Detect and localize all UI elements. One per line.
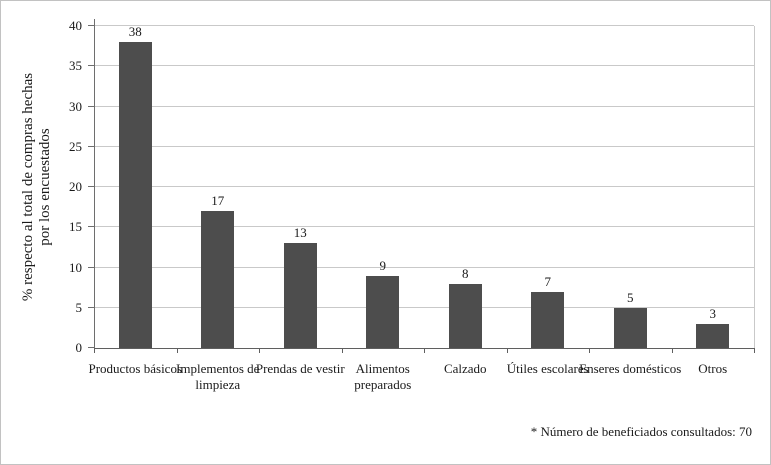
y-tick-mark bbox=[88, 105, 94, 107]
bar bbox=[366, 275, 400, 348]
y-tick-mark bbox=[88, 65, 94, 67]
gridline bbox=[94, 105, 754, 107]
y-tick-label: 15 bbox=[69, 219, 82, 235]
bar-value-label: 5 bbox=[627, 289, 634, 305]
y-tick-mark bbox=[88, 186, 94, 187]
gridline bbox=[94, 25, 754, 26]
bar bbox=[283, 243, 317, 348]
y-tick-label: 20 bbox=[69, 179, 82, 194]
y-tick-label: 30 bbox=[69, 98, 82, 114]
gridline bbox=[94, 226, 754, 228]
bar-value-label: 7 bbox=[544, 273, 552, 289]
bar bbox=[118, 42, 152, 348]
x-tick-mark bbox=[589, 348, 590, 353]
y-tick-label: 25 bbox=[69, 138, 82, 154]
x-tick-mark bbox=[506, 348, 508, 353]
x-tick-mark bbox=[176, 348, 178, 353]
bar bbox=[448, 283, 482, 348]
y-tick-label: 0 bbox=[75, 340, 83, 355]
bar-value-label: 38 bbox=[128, 24, 142, 40]
y-tick-label: 35 bbox=[69, 58, 82, 74]
category-label: Otros bbox=[698, 361, 728, 376]
y-tick-label: 40 bbox=[69, 18, 82, 33]
bar bbox=[531, 291, 565, 348]
gridline bbox=[94, 145, 754, 147]
category-label: Implementos de limpieza bbox=[176, 361, 260, 392]
category-label: Alimentos preparados bbox=[354, 361, 412, 392]
y-tick-mark bbox=[88, 25, 94, 26]
category-label: Enseres domésticos bbox=[579, 361, 682, 376]
gridline bbox=[94, 65, 754, 67]
category-label: Calzado bbox=[443, 361, 487, 376]
x-tick-mark bbox=[259, 348, 260, 353]
y-tick-label: 5 bbox=[75, 299, 83, 315]
y-tick-mark bbox=[88, 266, 94, 268]
bar-value-label: 9 bbox=[379, 257, 387, 273]
bar-value-label: 17 bbox=[211, 193, 225, 209]
footnote: * Número de beneficiados consultados: 70 bbox=[530, 424, 752, 439]
y-tick-mark bbox=[88, 347, 94, 348]
x-tick-mark bbox=[671, 348, 673, 353]
bar bbox=[696, 323, 730, 348]
category-label: Productos básicos bbox=[88, 361, 183, 376]
bar bbox=[613, 307, 647, 348]
gridline bbox=[94, 306, 754, 308]
gridline bbox=[94, 186, 754, 187]
y-axis-line bbox=[94, 19, 95, 348]
y-tick-mark bbox=[88, 306, 94, 308]
bar-value-label: 3 bbox=[709, 305, 717, 321]
category-label: Útiles escolares bbox=[506, 361, 589, 376]
y-tick-label: 10 bbox=[69, 259, 82, 275]
category-label: Prendas de vestir bbox=[255, 361, 345, 376]
x-tick-mark bbox=[94, 348, 95, 353]
bar bbox=[201, 211, 235, 348]
x-tick-mark bbox=[424, 348, 425, 353]
plot-area bbox=[94, 19, 755, 349]
x-tick-mark bbox=[754, 348, 755, 353]
bar-value-label: 13 bbox=[293, 225, 307, 241]
y-tick-mark bbox=[88, 145, 94, 147]
bar-value-label: 8 bbox=[462, 265, 469, 281]
y-tick-mark bbox=[88, 226, 94, 228]
x-tick-mark bbox=[341, 348, 343, 353]
gridline bbox=[94, 266, 754, 268]
y-axis-title-line-1: % respecto al total de compras hechas bbox=[20, 72, 36, 302]
